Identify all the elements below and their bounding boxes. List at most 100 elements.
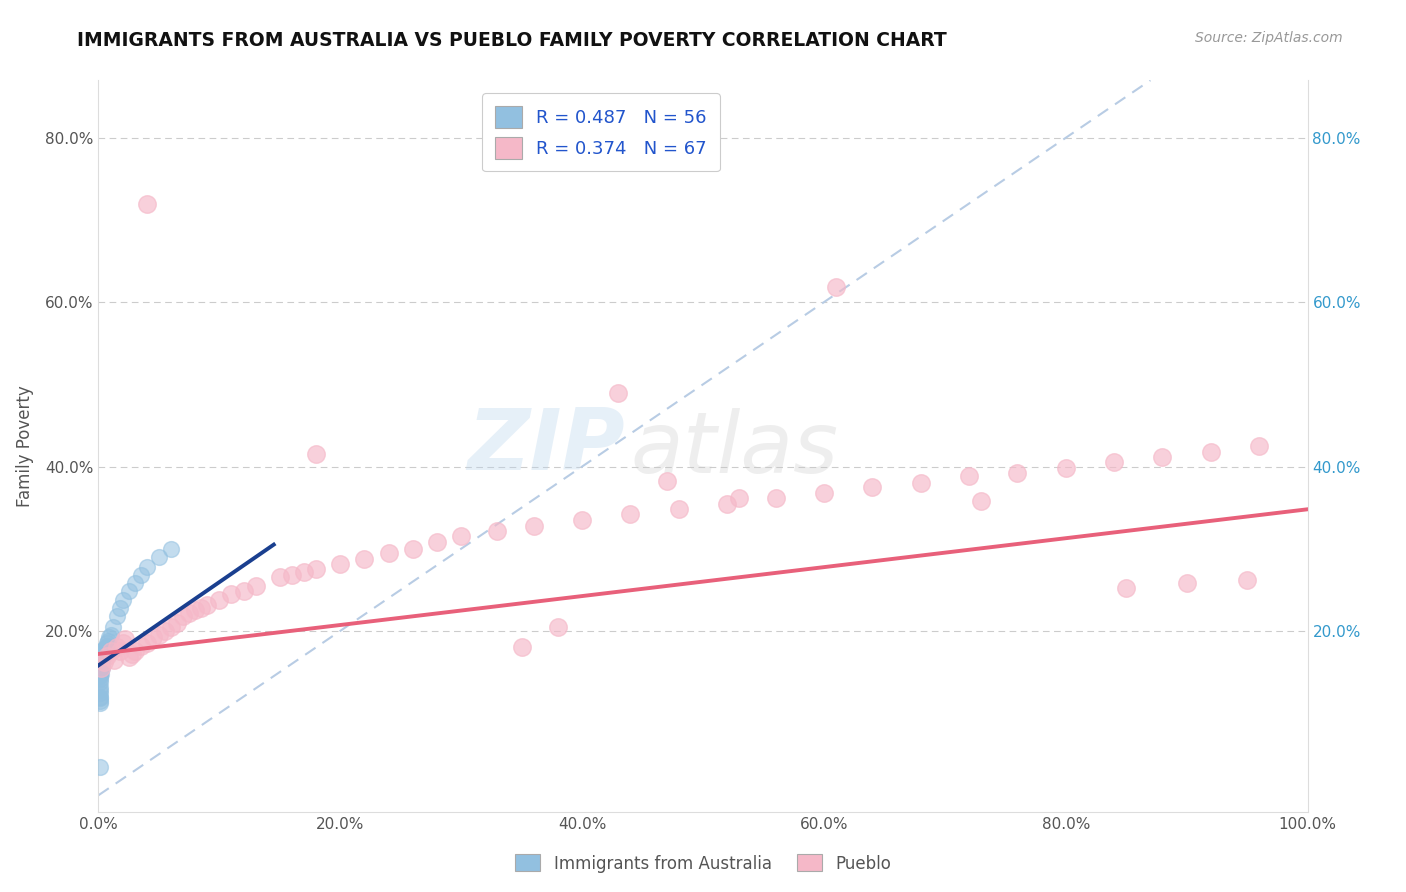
Point xyxy=(716,496,738,510)
Point xyxy=(91,661,114,675)
Point xyxy=(1236,573,1258,587)
Point xyxy=(94,640,117,655)
Point xyxy=(90,666,112,681)
Point xyxy=(91,650,114,665)
Point xyxy=(292,565,315,579)
Point xyxy=(195,598,218,612)
Point xyxy=(1175,576,1198,591)
Point xyxy=(91,650,114,665)
Point xyxy=(910,475,932,490)
Legend: Immigrants from Australia, Pueblo: Immigrants from Australia, Pueblo xyxy=(509,847,897,880)
Point xyxy=(90,653,112,667)
Y-axis label: Family Poverty: Family Poverty xyxy=(15,385,34,507)
Point xyxy=(825,280,848,294)
Point xyxy=(114,632,136,647)
Point xyxy=(160,541,183,556)
Point xyxy=(329,557,352,571)
Point xyxy=(1199,444,1222,458)
Point xyxy=(124,576,146,591)
Point xyxy=(98,631,121,645)
Point xyxy=(1249,439,1271,453)
Point xyxy=(1152,450,1174,464)
Point xyxy=(89,657,111,671)
Point xyxy=(89,664,111,678)
Point xyxy=(486,524,509,538)
Point xyxy=(668,502,690,516)
Point xyxy=(523,518,546,533)
Point xyxy=(232,584,254,599)
Legend: R = 0.487   N = 56, R = 0.374   N = 67: R = 0.487 N = 56, R = 0.374 N = 67 xyxy=(482,93,720,171)
Point xyxy=(1115,581,1137,595)
Point xyxy=(153,624,176,638)
Point xyxy=(190,601,212,615)
Point xyxy=(91,644,114,658)
Point xyxy=(90,661,112,675)
Point xyxy=(93,644,115,658)
Point xyxy=(89,661,111,675)
Text: atlas: atlas xyxy=(630,409,838,491)
Point xyxy=(121,647,143,661)
Point xyxy=(89,759,111,773)
Point xyxy=(655,475,678,489)
Point xyxy=(89,666,111,681)
Point xyxy=(93,655,115,669)
Point xyxy=(90,655,112,669)
Point xyxy=(91,653,114,667)
Point xyxy=(93,648,115,663)
Point xyxy=(89,685,111,699)
Point xyxy=(118,584,141,599)
Point xyxy=(96,639,118,653)
Point xyxy=(765,491,787,505)
Point xyxy=(89,669,111,683)
Point xyxy=(1007,466,1029,480)
Point xyxy=(547,620,569,634)
Point xyxy=(148,549,170,564)
Point xyxy=(129,568,152,582)
Point xyxy=(89,653,111,667)
Point xyxy=(108,601,131,615)
Point xyxy=(172,609,194,624)
Point xyxy=(135,559,157,574)
Point xyxy=(142,631,165,645)
Point xyxy=(160,620,183,634)
Point xyxy=(89,690,111,704)
Point xyxy=(90,648,112,663)
Point xyxy=(89,696,111,710)
Point xyxy=(89,672,111,686)
Point xyxy=(101,620,124,634)
Point xyxy=(90,658,112,673)
Point xyxy=(619,507,641,521)
Point xyxy=(377,546,399,560)
Text: ZIP: ZIP xyxy=(467,404,624,488)
Point xyxy=(148,628,170,642)
Point xyxy=(129,639,152,653)
Point xyxy=(91,644,114,658)
Point xyxy=(135,196,157,211)
Point xyxy=(91,657,114,671)
Point xyxy=(90,650,112,665)
Text: IMMIGRANTS FROM AUSTRALIA VS PUEBLO FAMILY POVERTY CORRELATION CHART: IMMIGRANTS FROM AUSTRALIA VS PUEBLO FAMI… xyxy=(77,31,948,50)
Point xyxy=(402,541,425,556)
Point xyxy=(90,647,112,661)
Point xyxy=(89,680,111,694)
Point xyxy=(96,636,118,650)
Point xyxy=(353,551,375,566)
Point xyxy=(450,529,472,543)
Point xyxy=(166,615,188,630)
Point xyxy=(89,654,111,668)
Point xyxy=(208,592,231,607)
Point xyxy=(91,647,114,661)
Point xyxy=(97,633,120,648)
Point xyxy=(90,644,112,658)
Point xyxy=(93,642,115,657)
Point xyxy=(100,628,122,642)
Point xyxy=(91,647,114,661)
Point xyxy=(970,494,993,508)
Point xyxy=(1054,461,1077,475)
Point xyxy=(100,644,122,658)
Point xyxy=(105,609,128,624)
Point xyxy=(103,653,125,667)
Point xyxy=(179,606,201,620)
Point xyxy=(118,650,141,665)
Point xyxy=(108,644,131,658)
